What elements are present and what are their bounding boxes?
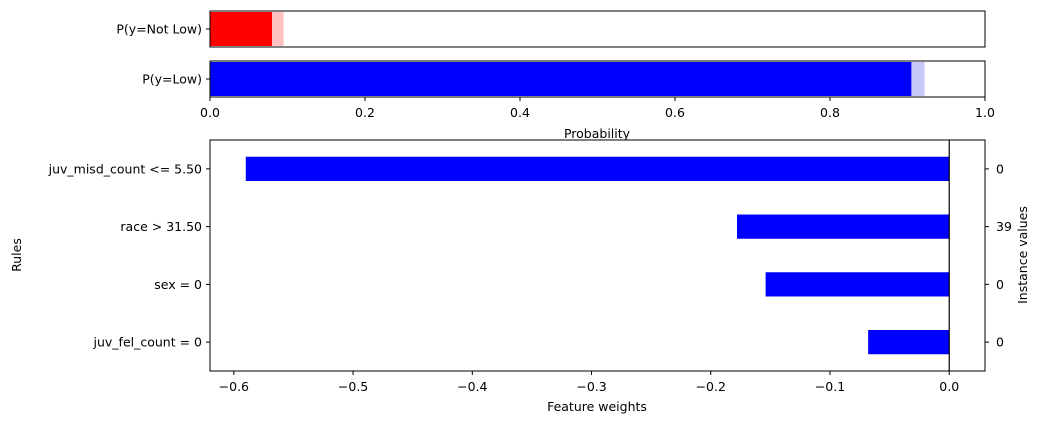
feature-weight-bar	[737, 214, 950, 239]
probability-panel: P(y=Not Low)P(y=Low) 0.0 0.2 0.4 0.6 0.8 1.0 …	[116, 10, 995, 141]
feature-xtick-label: −0.1	[815, 379, 845, 394]
rule-labels: juv_misd_count <= 5.50 race > 31.50 sex = …	[48, 161, 210, 350]
probability-category-labels: P(y=Not Low) P(y=Low)	[116, 22, 210, 87]
feature-weight-bar	[765, 272, 950, 297]
feature-xtick-label: −0.3	[576, 379, 606, 394]
rule-label: juv_fel_count = 0	[93, 335, 203, 350]
probability-xtick-label: 0.2	[355, 105, 375, 120]
feature-xtick-label: −0.2	[696, 379, 726, 394]
feature-weights-panel: juv_misd_count <= 5.50 race > 31.50 sex = …	[9, 139, 1030, 414]
probability-xtick-label: 0.4	[510, 105, 530, 120]
probability-bars	[210, 12, 925, 96]
probability-x-ticks: 0.0 0.2 0.4 0.6 0.8 1.0	[200, 97, 995, 120]
probability-axes-frames	[209, 10, 986, 98]
rule-label: sex = 0	[154, 277, 202, 292]
feature-x-ticks: −0.6 −0.5 −0.4 −0.3 −0.2 −0.1 0.0	[219, 371, 959, 394]
rule-label: race > 31.50	[120, 219, 202, 234]
feature-axes-frame	[209, 139, 986, 372]
probability-bar-0	[210, 12, 272, 46]
probability-xtick-label: 0.6	[665, 105, 685, 120]
probability-category-label: P(y=Low)	[142, 72, 202, 87]
instance-value-label: 39	[996, 219, 1012, 234]
probability-x-axis-label: Probability	[564, 126, 631, 141]
probability-xtick-label: 1.0	[975, 105, 995, 120]
probability-frame-0	[209, 10, 986, 48]
feature-xtick-label: 0.0	[939, 379, 959, 394]
instance-value-label: 0	[996, 277, 1004, 292]
feature-x-axis-label: Feature weights	[547, 399, 647, 414]
feature-y2-axis-label: Instance values	[1015, 206, 1030, 304]
feature-xtick-label: −0.6	[219, 379, 249, 394]
probability-xtick-label: 0.8	[820, 105, 840, 120]
probability-category-label: P(y=Not Low)	[116, 22, 202, 37]
instance-value-label: 0	[996, 335, 1004, 350]
feature-y-axis-label: Rules	[9, 238, 24, 272]
probability-uncertainty-1	[911, 62, 925, 96]
instance-value-labels: 0 39 0 0	[985, 161, 1012, 350]
feature-xtick-label: −0.5	[338, 379, 368, 394]
feature-xtick-label: −0.4	[457, 379, 487, 394]
probability-uncertainty-0	[272, 12, 284, 46]
feature-weight-bars	[245, 156, 950, 355]
probability-bar-1	[210, 62, 912, 96]
rule-label: juv_misd_count <= 5.50	[48, 161, 202, 176]
probability-frame-1	[209, 60, 986, 98]
feature-weight-bar	[245, 156, 950, 182]
instance-value-label: 0	[996, 161, 1004, 176]
feature-weight-bar	[868, 329, 950, 355]
probability-xtick-label: 0.0	[200, 105, 220, 120]
